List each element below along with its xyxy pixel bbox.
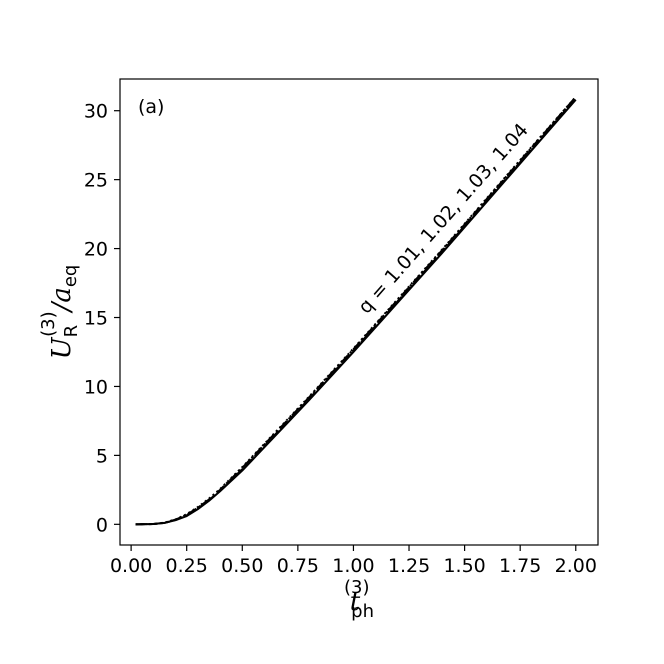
x-tick-label: 0.00 [110,555,152,577]
x-tick-label: 0.75 [277,555,319,577]
curve-annotation: q = 1.01, 1.02, 1.03, 1.04 [354,119,533,318]
x-tick-label: 1.25 [388,555,430,577]
y-label-suffix-sub: eq [60,265,81,288]
y-tick-label: 30 [84,101,108,123]
y-tick-label: 25 [84,170,108,192]
y-tick-label: 5 [96,445,108,467]
x-tick-label: 2.00 [555,555,597,577]
series-line-dashdot [135,96,577,526]
x-tick-label: 1.50 [443,555,485,577]
x-axis-label: tph (3) [344,577,374,622]
y-label-suffix: /a [47,287,77,314]
x-label-sup: (3) [344,577,370,598]
x-tick-label: 1.00 [332,555,374,577]
series-line-solid [135,99,577,526]
x-tick-label: 1.75 [499,555,541,577]
plot-lines [135,96,577,526]
y-tick-label: 15 [84,308,108,330]
x-label-main: t [350,587,361,617]
y-label-sup: (3) [38,311,59,337]
y-axis-label: UR(3)/aeq [38,265,82,360]
panel-label: (a) [138,96,164,118]
x-tick-label: 0.25 [166,555,208,577]
y-label-main: U [47,336,77,359]
y-tick-label: 0 [96,514,108,536]
y-label-sub: R [61,325,82,338]
y-axis-ticks: 0 5 10 15 20 25 30 [84,101,120,536]
plot-frame [119,78,599,546]
x-axis-ticks: 0.00 0.25 0.50 0.75 1.00 1.25 1.50 1.75 2.00 [110,545,597,577]
y-tick-label: 20 [84,239,108,261]
series-line-dashed [135,97,577,526]
series-line-dotted [135,96,577,526]
y-tick-label: 10 [84,376,108,398]
x-label-sub: ph [351,601,374,622]
x-tick-label: 0.50 [221,555,263,577]
